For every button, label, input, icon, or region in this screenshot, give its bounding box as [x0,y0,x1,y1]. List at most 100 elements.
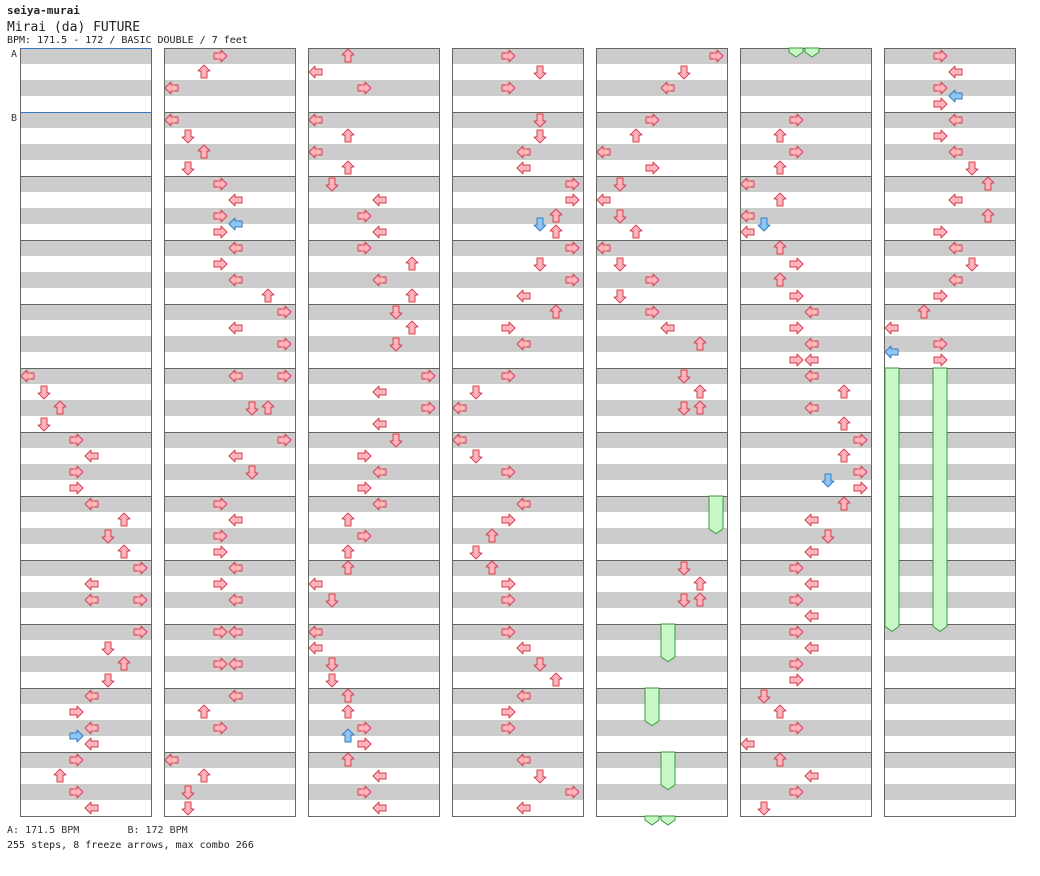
beat-stripe [884,720,1016,736]
beat-stripe [884,80,1016,96]
step-arrow-L [804,337,819,351]
chart-column [164,48,296,817]
step-arrow-L [452,433,467,447]
beat-stripe [164,80,296,96]
beat-stripe [740,752,872,768]
step-arrow-D [821,529,835,544]
freeze-arrow [660,815,676,826]
beat-stripe [308,592,440,608]
step-arrow-U [773,272,787,287]
step-arrow-R [565,193,580,207]
step-arrow-L [228,241,243,255]
bpm-legend-a-value: 171.5 BPM [25,825,80,836]
step-arrow-R [933,353,948,367]
step-arrow-U [485,560,499,575]
step-arrow-L [516,337,531,351]
step-arrow-D [181,801,195,816]
step-arrow-L [228,217,243,231]
beat-stripe [740,112,872,128]
step-arrow-D [37,417,51,432]
step-arrow-L [84,497,99,511]
beat-stripe [740,560,872,576]
step-arrow-U [53,768,67,783]
step-arrow-R [357,481,372,495]
step-arrow-L [228,321,243,335]
step-arrow-R [789,721,804,735]
step-arrow-D [101,641,115,656]
step-arrow-U [837,448,851,463]
step-arrow-R [789,289,804,303]
step-arrow-U [261,400,275,415]
step-arrow-L [740,177,755,191]
step-arrow-D [613,257,627,272]
step-arrow-L [20,369,35,383]
step-arrow-R [213,497,228,511]
step-arrow-R [933,289,948,303]
beat-stripe [452,208,584,224]
step-arrow-U [773,704,787,719]
beat-stripe [20,464,152,480]
bpm-marker-label: B [11,113,17,124]
step-arrow-D [469,545,483,560]
freeze-arrow [660,623,676,663]
step-arrow-R [213,225,228,239]
beat-stripe [20,272,152,288]
song-title: Mirai (da) FUTURE [7,20,141,35]
step-arrow-L [516,497,531,511]
step-arrow-L [228,273,243,287]
beat-stripe [20,624,152,640]
column-border [164,48,296,817]
beat-stripe [884,688,1016,704]
step-arrow-U [197,704,211,719]
beat-stripe [596,688,728,704]
step-arrow-R [133,625,148,639]
beat-stripe [452,624,584,640]
step-arrow-U [197,144,211,159]
step-arrow-L [372,497,387,511]
step-arrow-L [228,625,243,639]
freeze-arrow [644,687,660,727]
beat-stripe [452,528,584,544]
beat-stripe [596,304,728,320]
step-arrow-R [933,129,948,143]
step-arrow-R [789,353,804,367]
beat-stripe [164,48,296,64]
step-arrow-L [660,321,675,335]
step-arrow-D [677,369,691,384]
step-arrow-L [948,89,963,103]
step-arrow-U [341,544,355,559]
step-arrow-R [501,705,516,719]
step-arrow-D [469,385,483,400]
step-arrow-D [325,593,339,608]
step-arrow-U [405,256,419,271]
chart-column [308,48,440,817]
beat-stripe [164,144,296,160]
step-arrow-L [948,65,963,79]
step-notes [20,48,995,816]
beat-stripe [308,784,440,800]
step-arrow-L [740,225,755,239]
beat-stripe [884,464,1016,480]
step-arrow-D [37,385,51,400]
chart-stats: 255 steps, 8 freeze arrows, max combo 26… [7,840,254,851]
beat-stripe [596,464,728,480]
step-arrow-U [837,496,851,511]
freeze-arrow [932,367,948,633]
step-arrow-L [308,625,323,639]
beat-stripe [308,400,440,416]
beat-stripe [884,784,1016,800]
beat-stripe [596,784,728,800]
beat-stripe [452,176,584,192]
beat-stripe [596,112,728,128]
beat-stripe [740,240,872,256]
step-arrow-U [341,728,355,743]
step-arrow-R [501,49,516,63]
beat-stripe [20,752,152,768]
bpm-legend-b-value: 172 BPM [145,825,188,836]
beat-stripe [452,80,584,96]
step-arrow-R [357,241,372,255]
step-arrow-U [693,592,707,607]
step-arrow-U [773,752,787,767]
beat-stripe [20,336,152,352]
beat-stripe [884,624,1016,640]
